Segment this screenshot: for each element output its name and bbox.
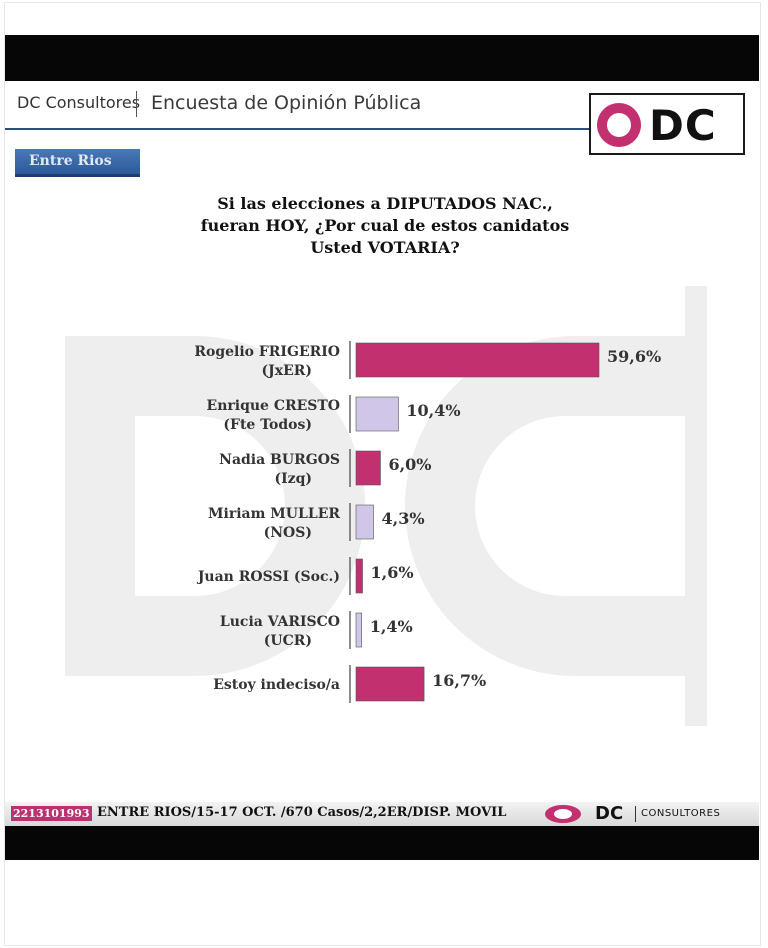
bar [355, 504, 374, 540]
footer-ring-icon [545, 805, 581, 823]
bar [355, 450, 381, 486]
question-line: Si las elecciones a DIPUTADOS NAC., [217, 194, 553, 213]
question-line: fueran HOY, ¿Por cual de estos canidatos [200, 216, 570, 235]
watermark-c-hole [475, 416, 695, 596]
page-title: Encuesta de Opinión Pública [151, 92, 422, 114]
footer-consultores: CONSULTORES [641, 808, 721, 819]
bar-value-label: 1,4% [370, 617, 413, 636]
question-line: Usted VOTARIA? [310, 238, 460, 257]
watermark-d-hole [135, 416, 285, 596]
bar [355, 396, 399, 432]
watermark-bar [685, 286, 707, 726]
footer-strip: 2213101993 ENTRE RIOS/15-17 OCT. /670 Ca… [5, 802, 759, 826]
bar-value-label: 1,6% [371, 563, 414, 582]
footer-text: ENTRE RIOS/15-17 OCT. /670 Casos/2,2ER/D… [97, 805, 507, 820]
category-label: Estoy indeciso/a [213, 677, 340, 693]
bar [355, 612, 363, 648]
bar [355, 342, 600, 378]
footer-dc-logo: DC [595, 803, 624, 824]
category-label: Enrique CRESTO (Fte Todos) [207, 398, 340, 433]
bar-value-label: 10,4% [406, 401, 460, 420]
footer-tag: 2213101993 [11, 806, 92, 821]
survey-slide: DC Consultores Encuesta de Opinión Públi… [5, 81, 759, 826]
category-label: Juan ROSSI (Soc.) [196, 569, 340, 585]
bar-value-label: 16,7% [432, 671, 486, 690]
category-label: Nadia BURGOS (Izq) [219, 452, 340, 487]
dc-logo: DC [589, 93, 745, 155]
category-label: Rogelio FRIGERIO (JxER) [194, 344, 340, 379]
category-label: Lucia VARISCO (UCR) [220, 614, 340, 649]
bar-value-label: 6,0% [388, 455, 431, 474]
question-text: Si las elecciones a DIPUTADOS NAC., fuer… [155, 193, 615, 259]
header-underline [5, 128, 605, 130]
header-separator [136, 91, 137, 117]
bar [355, 666, 425, 702]
footer-separator [635, 806, 636, 822]
bar-value-label: 59,6% [607, 347, 661, 366]
bar-chart: 59,6% Rogelio FRIGERIO (JxER) 10,4% Enrique … [194, 341, 661, 703]
bar [355, 558, 363, 594]
region-badge: Entre Rios [15, 149, 140, 177]
logo-text: DC [649, 101, 717, 150]
logo-ring-icon [597, 103, 641, 147]
category-label: Miriam MULLER (NOS) [208, 506, 340, 541]
brand-name: DC Consultores [17, 93, 141, 112]
bottom-black-band [5, 826, 759, 860]
bar-value-label: 4,3% [382, 509, 425, 528]
top-black-band [5, 35, 759, 81]
